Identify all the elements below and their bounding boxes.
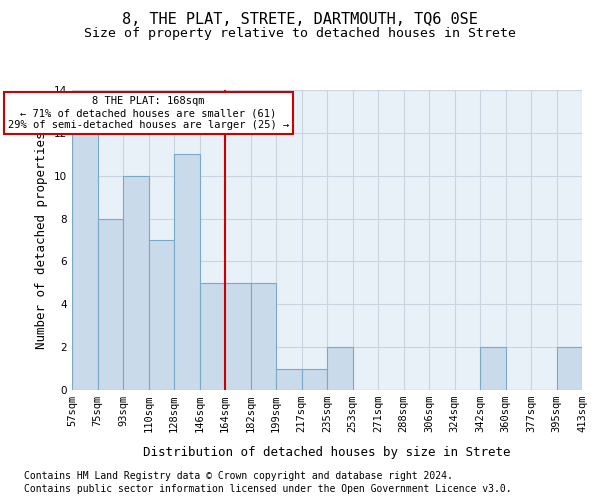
Bar [302, 368, 327, 390]
Bar [276, 368, 302, 390]
Bar [72, 133, 97, 390]
Bar [174, 154, 199, 390]
Bar [251, 283, 276, 390]
Bar [480, 347, 505, 390]
Text: Contains HM Land Registry data © Crown copyright and database right 2024.: Contains HM Land Registry data © Crown c… [24, 471, 453, 481]
Bar [557, 347, 582, 390]
Text: 8 THE PLAT: 168sqm
← 71% of detached houses are smaller (61)
29% of semi-detache: 8 THE PLAT: 168sqm ← 71% of detached hou… [8, 96, 289, 130]
Text: Distribution of detached houses by size in Strete: Distribution of detached houses by size … [143, 446, 511, 459]
Y-axis label: Number of detached properties: Number of detached properties [35, 131, 49, 349]
Bar [149, 240, 174, 390]
Bar [123, 176, 149, 390]
Bar [199, 283, 225, 390]
Bar [97, 218, 123, 390]
Text: Contains public sector information licensed under the Open Government Licence v3: Contains public sector information licen… [24, 484, 512, 494]
Bar [225, 283, 251, 390]
Bar [327, 347, 353, 390]
Text: Size of property relative to detached houses in Strete: Size of property relative to detached ho… [84, 28, 516, 40]
Text: 8, THE PLAT, STRETE, DARTMOUTH, TQ6 0SE: 8, THE PLAT, STRETE, DARTMOUTH, TQ6 0SE [122, 12, 478, 28]
